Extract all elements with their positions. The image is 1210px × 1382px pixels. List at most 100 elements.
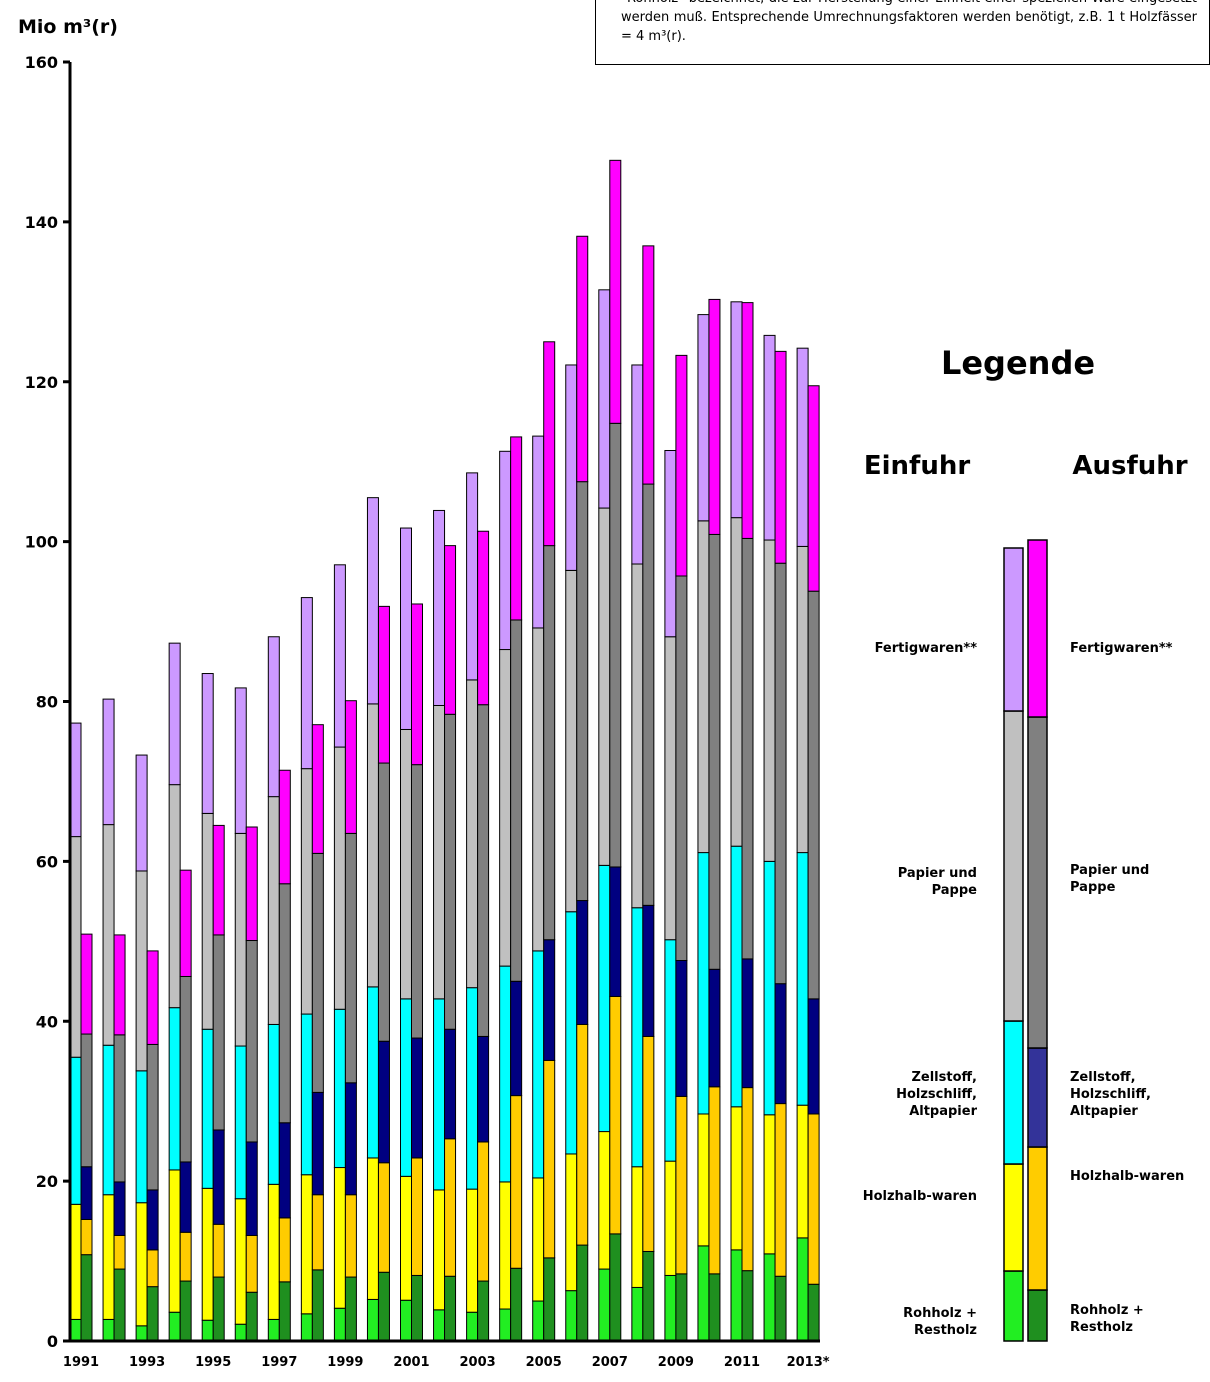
bar-segment	[774, 350, 787, 564]
bar-segment	[807, 998, 820, 1115]
bar-segment	[267, 796, 280, 1025]
bar-segment	[80, 1166, 93, 1220]
legend-swatch	[1027, 1146, 1048, 1291]
bar-segment	[532, 1300, 545, 1342]
bar-segment	[598, 1268, 611, 1342]
bar-segment	[642, 483, 655, 906]
bar-segment	[631, 1166, 644, 1288]
bar-segment	[135, 1325, 148, 1342]
bar-segment	[796, 1104, 809, 1239]
x-tick-label: 1993	[129, 1355, 165, 1370]
bar-segment	[774, 1103, 787, 1277]
bar-segment	[763, 1253, 776, 1342]
bar-segment	[411, 1157, 423, 1276]
y-tick-label: 20	[36, 1172, 58, 1191]
bar-segment	[333, 564, 346, 748]
x-tick-label: 2001	[393, 1355, 429, 1370]
bar-segment	[708, 533, 721, 970]
bar-segment	[300, 597, 313, 770]
bar-segment	[807, 385, 820, 592]
bar-segment	[510, 980, 523, 1097]
bar-segment	[730, 845, 743, 1108]
bar-segment	[333, 1008, 346, 1169]
bar-segment	[741, 537, 754, 960]
bar-segment	[741, 1087, 754, 1272]
legend-label: Papier und Pappe	[897, 866, 977, 898]
bar-segment	[631, 364, 644, 565]
bar-segment	[730, 1249, 743, 1342]
bar-segment	[278, 883, 291, 1124]
legend-label: Holzhalb-waren	[862, 1189, 977, 1204]
bar-segment	[400, 1299, 412, 1342]
legend-bars	[1003, 539, 1048, 1342]
bar-segment	[113, 1268, 126, 1342]
x-tick-label: 2005	[526, 1355, 562, 1370]
legend-label: Rohholz + Restholz	[903, 1306, 977, 1338]
bar-segment	[80, 1218, 93, 1256]
bar-segment	[377, 762, 390, 1042]
bar-segment	[80, 1254, 93, 1342]
legend-swatch	[1003, 1020, 1024, 1165]
bar-segment	[532, 950, 545, 1179]
bar-segment	[400, 527, 412, 730]
bar-segment	[774, 1275, 787, 1342]
bar-segment	[102, 824, 115, 1046]
y-tick-label: 0	[47, 1332, 58, 1351]
bar-segment	[774, 983, 787, 1105]
bar-segment	[609, 866, 622, 997]
bar-segment	[576, 481, 589, 902]
bar-segment	[675, 575, 688, 961]
bar-segment	[366, 986, 379, 1159]
bar-segment	[113, 1234, 126, 1270]
bar-segment	[333, 1307, 346, 1342]
bar-segment	[543, 545, 556, 941]
bar-segment	[113, 1181, 126, 1236]
bar-segment	[466, 987, 479, 1190]
bar-segment	[807, 1113, 820, 1285]
bar-segment	[245, 826, 258, 942]
bar-segment	[212, 1223, 225, 1278]
bar-segment	[245, 1291, 258, 1342]
bar-segment	[576, 1244, 589, 1342]
bar-segment	[763, 334, 776, 541]
bar-segment	[201, 1319, 214, 1342]
bar-segment	[642, 904, 655, 1037]
bar-segment	[543, 1257, 556, 1342]
bar-segment	[179, 869, 192, 977]
bar-segment	[543, 1059, 556, 1259]
bar-segment	[146, 950, 159, 1045]
bar-segment	[477, 1035, 490, 1143]
bar-segment	[675, 354, 688, 577]
bar-segment	[113, 934, 126, 1036]
bar-segment	[146, 1043, 159, 1191]
bar-segment	[796, 545, 809, 854]
bar-segment	[730, 517, 743, 847]
x-tick-label: 2003	[460, 1355, 496, 1370]
bar-segment	[774, 562, 787, 985]
bar-segment	[179, 1161, 192, 1233]
bar-segment	[642, 245, 655, 485]
bar-segment	[201, 812, 214, 1030]
bar-segment	[609, 422, 622, 868]
bar-segment	[344, 1082, 357, 1196]
bar-segment	[212, 1129, 225, 1225]
legend-label: Rohholz + Restholz	[1070, 1303, 1144, 1335]
bar-segment	[311, 724, 324, 854]
bar-segment	[80, 1033, 93, 1168]
bar-segment	[664, 449, 677, 638]
bar-segment	[609, 995, 622, 1235]
bar-segment	[741, 1270, 754, 1342]
bar-segment	[168, 784, 181, 1009]
bar-segment	[675, 959, 688, 1097]
bar-segment	[741, 302, 754, 539]
x-tick-label: 2011	[724, 1355, 760, 1370]
bar-segment	[146, 1286, 159, 1342]
bar-segment	[642, 1250, 655, 1342]
bar-segment	[102, 1318, 115, 1342]
bar-segment	[499, 1308, 512, 1342]
legend-swatch	[1003, 1163, 1024, 1272]
bar-segment	[543, 341, 556, 547]
bar-segment	[400, 998, 412, 1177]
bar-segment	[477, 1280, 490, 1342]
bar-segment	[565, 1153, 578, 1292]
